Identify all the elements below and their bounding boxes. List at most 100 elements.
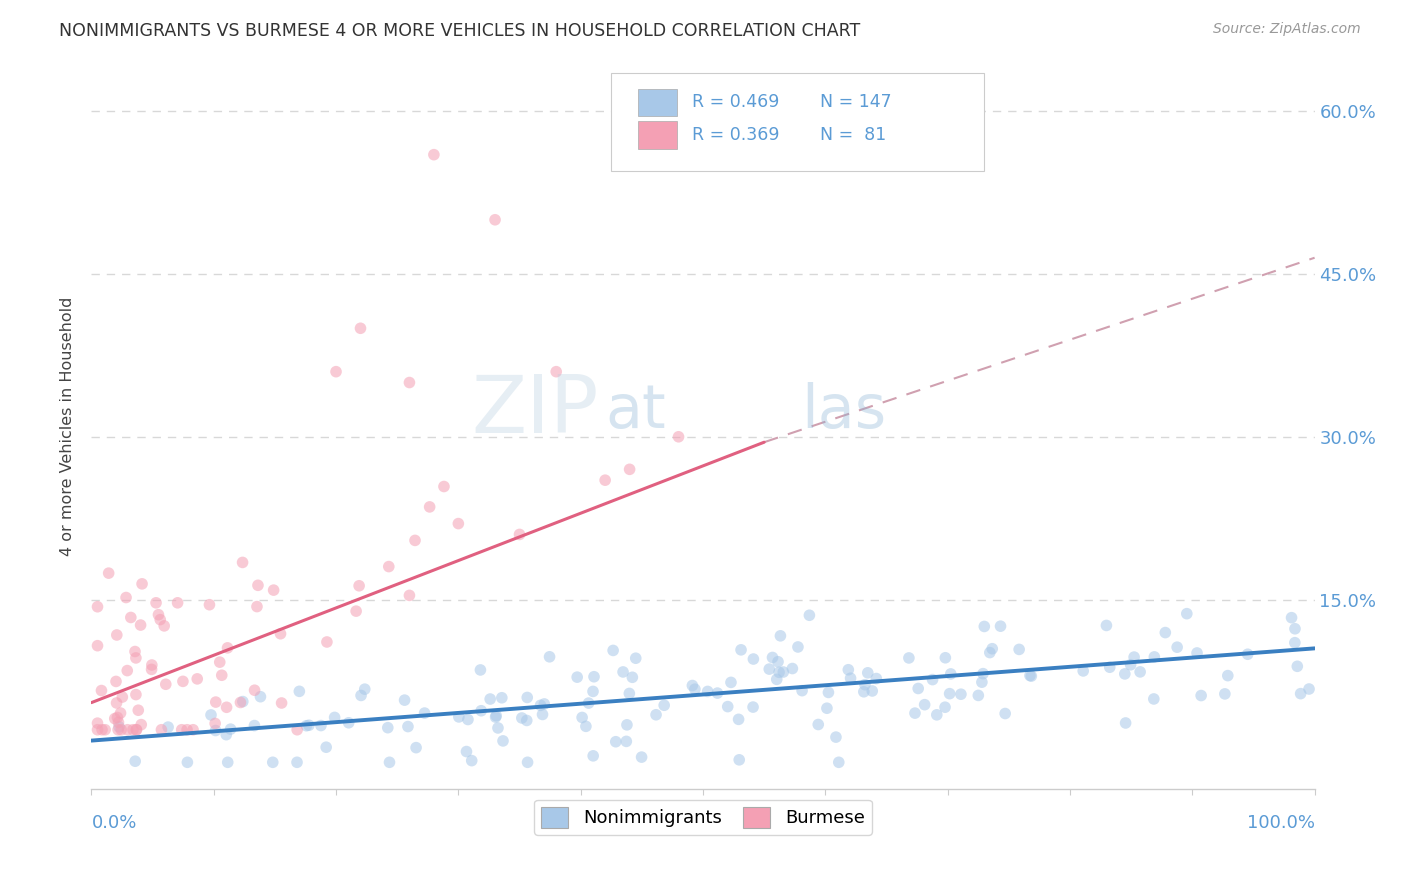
Point (815, 701, 838, 715)
Point (170, 723, 193, 737)
Point (316, 635, 339, 649)
Point (115, 591, 138, 605)
Point (141, 658, 163, 673)
Point (285, 723, 308, 737)
Point (127, 703, 149, 717)
Point (285, 756, 308, 770)
Point (981, 641, 1004, 656)
Point (624, 651, 647, 665)
Point (219, 722, 242, 736)
Point (176, 756, 198, 770)
Point (717, 699, 740, 714)
Point (742, 652, 765, 666)
Point (967, 689, 990, 703)
Point (353, 682, 375, 697)
Point (270, 626, 292, 640)
Point (486, 721, 509, 735)
Point (516, 756, 538, 770)
Point (91, 723, 114, 737)
Point (860, 684, 883, 698)
Point (323, 710, 346, 724)
Point (766, 655, 789, 669)
Point (176, 723, 198, 737)
Point (1281, 610, 1303, 624)
Point (456, 745, 478, 759)
Point (582, 684, 605, 698)
Point (619, 686, 641, 700)
Point (706, 686, 728, 700)
Point (124, 644, 146, 658)
Point (683, 682, 706, 697)
Point (398, 588, 420, 602)
Point (394, 693, 416, 707)
Point (839, 671, 862, 685)
Point (828, 756, 851, 770)
Point (582, 670, 605, 684)
Point (105, 628, 128, 642)
Text: R = 0.469: R = 0.469 (692, 94, 779, 112)
Point (107, 723, 129, 737)
Point (125, 723, 148, 737)
Point (117, 723, 139, 737)
Point (378, 756, 401, 770)
Point (531, 707, 554, 722)
Point (938, 687, 960, 701)
Point (970, 675, 993, 690)
Point (110, 706, 132, 720)
Point (484, 710, 506, 724)
Point (904, 706, 927, 720)
Text: 0.0%: 0.0% (91, 814, 136, 831)
Point (612, 665, 634, 679)
Point (204, 695, 226, 709)
Point (907, 681, 929, 696)
Legend: Nonimmigrants, Burmese: Nonimmigrants, Burmese (534, 799, 872, 835)
Point (94, 723, 117, 737)
Point (295, 719, 318, 733)
Point (1185, 646, 1208, 660)
Point (807, 717, 830, 731)
Text: ZIP: ZIP (471, 372, 599, 450)
Point (516, 714, 538, 728)
Point (117, 664, 139, 678)
Point (107, 715, 129, 730)
Point (630, 750, 652, 764)
Point (198, 598, 221, 612)
Point (578, 696, 600, 710)
Point (621, 670, 644, 684)
Point (153, 619, 176, 633)
Point (111, 690, 134, 704)
Point (97, 566, 120, 581)
Point (86, 599, 108, 614)
Point (1236, 647, 1258, 661)
Point (413, 706, 436, 720)
Point (1114, 666, 1136, 681)
Point (204, 716, 226, 731)
Point (668, 430, 690, 444)
Point (217, 640, 239, 655)
Point (249, 690, 271, 704)
Point (337, 715, 360, 730)
Point (1019, 668, 1042, 682)
Point (246, 578, 269, 592)
Point (419, 500, 441, 514)
Point (145, 596, 167, 610)
Point (509, 527, 531, 541)
Point (149, 613, 172, 627)
Point (377, 721, 399, 735)
Point (208, 655, 231, 669)
Point (122, 723, 145, 737)
Point (1008, 642, 1031, 657)
Point (484, 212, 506, 227)
FancyBboxPatch shape (612, 73, 984, 171)
Point (994, 706, 1017, 721)
Point (852, 685, 875, 699)
Point (1298, 681, 1320, 696)
Point (728, 753, 751, 767)
Point (1286, 659, 1309, 673)
Point (107, 710, 129, 724)
Point (1166, 640, 1188, 655)
Point (423, 147, 446, 161)
Point (529, 698, 551, 713)
Point (396, 720, 419, 734)
Point (593, 473, 616, 487)
